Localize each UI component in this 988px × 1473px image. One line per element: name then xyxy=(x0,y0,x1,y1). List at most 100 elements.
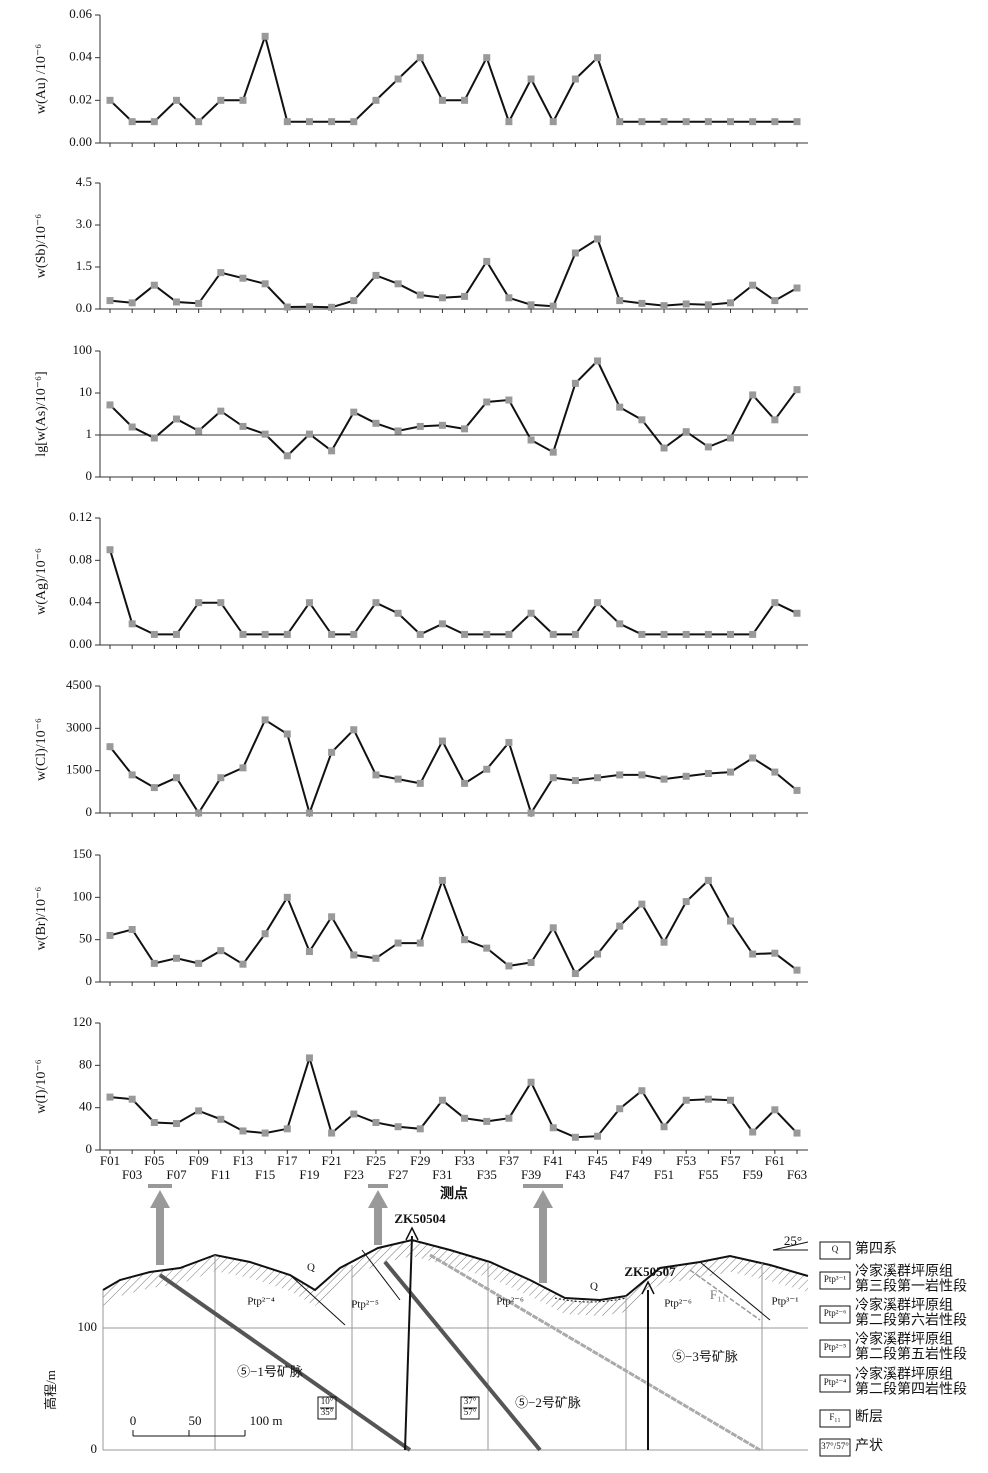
data-point xyxy=(616,297,624,305)
data-point xyxy=(150,118,158,126)
data-point xyxy=(793,1129,801,1137)
data-point xyxy=(505,396,513,404)
x-tick-label: F51 xyxy=(654,1167,674,1182)
data-point xyxy=(372,96,380,104)
scale-label: 0 xyxy=(130,1413,137,1428)
data-point xyxy=(305,599,313,607)
unit-label: Ptp²⁻⁵ xyxy=(351,1299,379,1311)
data-point xyxy=(261,1129,269,1137)
data-point xyxy=(571,777,579,785)
attitude-label: 10° xyxy=(321,1396,334,1406)
data-point xyxy=(549,118,557,126)
data-point xyxy=(172,96,180,104)
x-tick-label: F01 xyxy=(100,1153,120,1168)
data-point xyxy=(505,738,513,746)
x-tick-label: F55 xyxy=(698,1167,718,1182)
data-point xyxy=(771,949,779,957)
data-point xyxy=(505,962,513,970)
y-tick-label: 0.04 xyxy=(69,49,92,64)
data-point xyxy=(305,948,313,956)
x-tick-label: F09 xyxy=(189,1153,209,1168)
legend-label: 冷家溪群坪原组 xyxy=(855,1297,953,1314)
data-point xyxy=(195,427,203,435)
y-tick-label: 50 xyxy=(79,931,92,946)
data-point xyxy=(372,419,380,427)
quaternary-cover xyxy=(554,1297,627,1303)
y-tick-label: 1500 xyxy=(66,762,92,777)
y-tick-label: 0.12 xyxy=(69,509,92,524)
data-point xyxy=(350,297,358,305)
data-point xyxy=(793,118,801,126)
y-axis-label: w(Br)/10⁻⁶ xyxy=(34,887,49,951)
data-point xyxy=(571,630,579,638)
data-point xyxy=(283,303,291,311)
data-point xyxy=(793,386,801,394)
y-tick-label: 0.00 xyxy=(69,134,92,149)
x-tick-label: F49 xyxy=(632,1153,652,1168)
data-point xyxy=(438,620,446,628)
data-point xyxy=(128,423,136,431)
data-point xyxy=(350,630,358,638)
data-point xyxy=(616,620,624,628)
data-point xyxy=(549,630,557,638)
data-point xyxy=(394,1123,402,1131)
x-tick-label: F43 xyxy=(565,1167,585,1182)
data-point xyxy=(727,299,735,307)
data-point xyxy=(195,959,203,967)
y-tick-label: 0 xyxy=(86,804,93,819)
data-point xyxy=(549,774,557,782)
data-point xyxy=(549,448,557,456)
data-point xyxy=(527,609,535,617)
data-point xyxy=(305,430,313,438)
data-point xyxy=(128,620,136,628)
data-point xyxy=(682,630,690,638)
drill-symbol xyxy=(405,1226,419,1241)
y-tick-label: 10 xyxy=(79,384,92,399)
data-point xyxy=(682,428,690,436)
y-axis-label: w(Sb)/10⁻⁶ xyxy=(34,214,49,279)
data-point xyxy=(128,1095,136,1103)
data-point xyxy=(172,954,180,962)
elevation-tick-label: 0 xyxy=(91,1441,98,1456)
x-tick-label: F45 xyxy=(587,1153,607,1168)
y-axis-label: w(Cl)/10⁻⁶ xyxy=(34,718,49,781)
legend-symbol: F₁₁ xyxy=(829,1412,840,1422)
data-point xyxy=(571,249,579,257)
data-point xyxy=(261,630,269,638)
fault-label: F₁₁ xyxy=(710,1287,726,1302)
data-point xyxy=(727,917,735,925)
y-axis-label: w(Au) /10⁻⁶ xyxy=(34,44,49,114)
quaternary-label: Q xyxy=(307,1262,315,1274)
y-tick-label: 0 xyxy=(86,468,93,483)
legend-label: 第三段第一岩性段 xyxy=(855,1278,967,1295)
y-axis-label: lg[w(As)/10⁻⁶] xyxy=(34,371,49,456)
data-point xyxy=(749,118,757,126)
data-point xyxy=(749,630,757,638)
data-point xyxy=(461,1114,469,1122)
data-point xyxy=(217,774,225,782)
data-point xyxy=(394,427,402,435)
x-tick-label: F15 xyxy=(255,1167,275,1182)
terrain-hatch xyxy=(103,1240,808,1316)
orientation-label: 25° xyxy=(784,1233,802,1248)
attitude-label: 57° xyxy=(464,1407,477,1417)
data-point xyxy=(483,630,491,638)
data-point xyxy=(727,434,735,442)
data-point xyxy=(372,1118,380,1126)
data-point xyxy=(217,96,225,104)
data-point xyxy=(128,118,136,126)
data-point xyxy=(416,939,424,947)
data-point xyxy=(217,599,225,607)
data-point xyxy=(771,768,779,776)
data-point xyxy=(727,1096,735,1104)
data-point xyxy=(350,726,358,734)
data-point xyxy=(638,118,646,126)
data-point xyxy=(461,425,469,433)
legend-box xyxy=(819,1305,851,1324)
drill-label: ZK50504 xyxy=(394,1211,446,1226)
unit-label: Ptp³⁻¹ xyxy=(771,1296,798,1308)
data-point xyxy=(704,118,712,126)
x-tick-label: F39 xyxy=(521,1167,541,1182)
y-axis-label: 高程/m xyxy=(43,1370,58,1410)
y-tick-label: 3.0 xyxy=(76,216,92,231)
